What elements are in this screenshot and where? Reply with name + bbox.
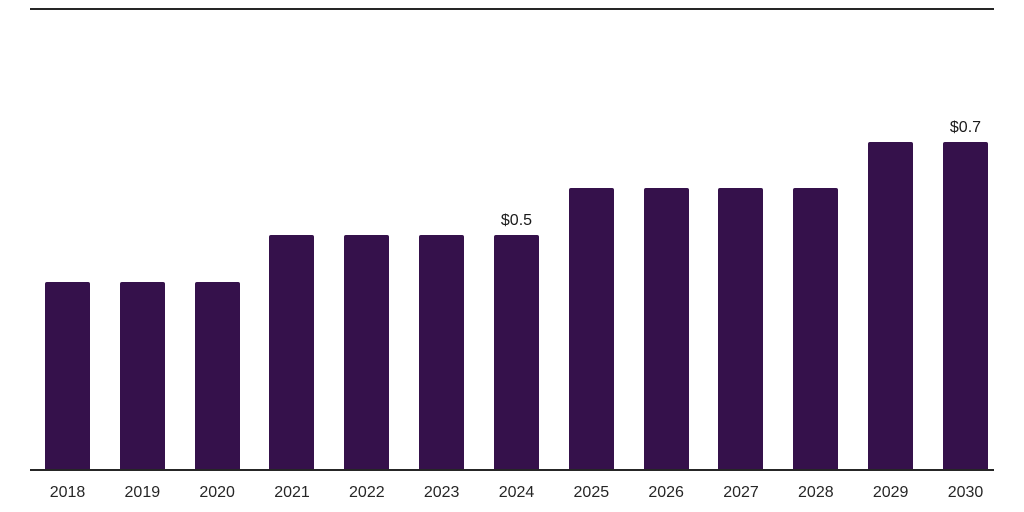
bar-2029 <box>868 142 914 469</box>
x-tick-label-2026: 2026 <box>648 484 684 501</box>
x-tick-label-2025: 2025 <box>573 484 610 501</box>
bar-2027 <box>718 188 764 469</box>
bar-2021 <box>269 235 315 469</box>
x-tick-label-2023: 2023 <box>423 484 460 501</box>
x-tick-label-2027: 2027 <box>723 484 759 501</box>
bar-2019 <box>119 282 165 469</box>
x-tick-label-2029: 2029 <box>872 484 909 501</box>
x-tick-label-2019: 2019 <box>124 484 161 501</box>
x-tick-label-2021: 2021 <box>274 484 310 501</box>
bar-2023 <box>419 235 465 469</box>
bar-2030 <box>942 142 988 469</box>
x-tick-label-2022: 2022 <box>349 484 385 501</box>
x-axis-line <box>30 469 994 471</box>
x-tick-label-2030: 2030 <box>947 484 984 501</box>
x-tick-label-2028: 2028 <box>798 484 834 501</box>
top-border-line <box>30 8 994 10</box>
bar-2022 <box>344 235 390 469</box>
x-tick-label-2020: 2020 <box>199 484 235 501</box>
bar-2026 <box>643 188 689 469</box>
value-label-2030: $0.7 <box>949 119 982 136</box>
bar-2025 <box>568 188 614 469</box>
value-label-2024: $0.5 <box>500 212 533 229</box>
bar-2028 <box>793 188 839 469</box>
bar-2024 <box>493 235 539 469</box>
x-tick-label-2018: 2018 <box>49 484 86 501</box>
bar-2018 <box>45 282 90 469</box>
x-tick-label-2024: 2024 <box>498 484 535 501</box>
bar-2020 <box>194 282 240 469</box>
